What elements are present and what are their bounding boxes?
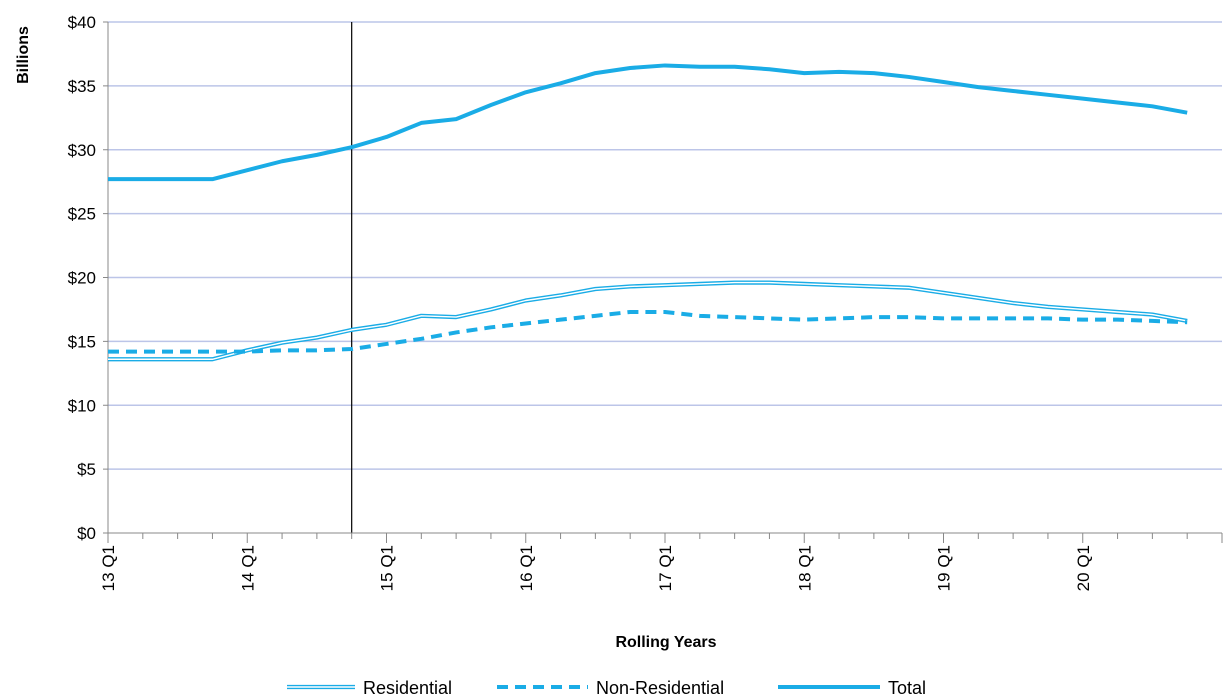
y-tick-label: $10 <box>68 396 96 415</box>
x-tick-label: 18 Q1 <box>795 545 814 591</box>
axes <box>103 21 1223 543</box>
y-tick-label: $0 <box>77 524 96 543</box>
y-tick-label: $5 <box>77 460 96 479</box>
legend-label: Non-Residential <box>596 678 724 698</box>
x-tick-label: 16 Q1 <box>517 545 536 591</box>
series-line-residential-outer <box>108 280 1188 362</box>
series-line-total <box>108 63 1188 182</box>
x-axis-title: Rolling Years <box>615 634 716 651</box>
legend-label: Residential <box>363 678 452 698</box>
series-line-residential-inner <box>108 281 1188 360</box>
y-tick-label: $20 <box>68 269 96 288</box>
series-line-residential <box>108 280 1188 362</box>
grid-lines <box>108 21 1222 470</box>
y-tick-label: $35 <box>68 77 96 96</box>
y-tick-label: $25 <box>68 205 96 224</box>
y-tick-label: $15 <box>68 332 96 351</box>
legend-item-non-residential: Non-Residential <box>497 678 724 698</box>
legend: Residential Non-Residential Total <box>287 678 926 698</box>
y-tick-labels: $0 $5 $10 $15 $20 $25 $30 $35 $40 <box>68 13 96 543</box>
legend-label: Total <box>888 678 926 698</box>
y-tick-label: $30 <box>68 141 96 160</box>
x-tick-label: 15 Q1 <box>378 545 397 591</box>
x-tick-labels: 13 Q1 14 Q1 15 Q1 16 Q1 17 Q1 18 Q1 19 Q1 20 Q1 <box>99 545 1093 591</box>
y-tick-label: $40 <box>68 13 96 32</box>
x-tick-label: 19 Q1 <box>935 545 954 591</box>
x-tick-label: 17 Q1 <box>656 545 675 591</box>
x-tick-label: 13 Q1 <box>99 545 118 591</box>
series-line-non-residential <box>108 309 1188 354</box>
y-axis-title: Billions <box>15 26 32 84</box>
series-lines <box>108 63 1188 362</box>
x-tick-label: 14 Q1 <box>238 545 257 591</box>
legend-item-total: Total <box>778 678 926 698</box>
x-tick-label: 20 Q1 <box>1074 545 1093 591</box>
legend-item-residential: Residential <box>287 678 452 698</box>
